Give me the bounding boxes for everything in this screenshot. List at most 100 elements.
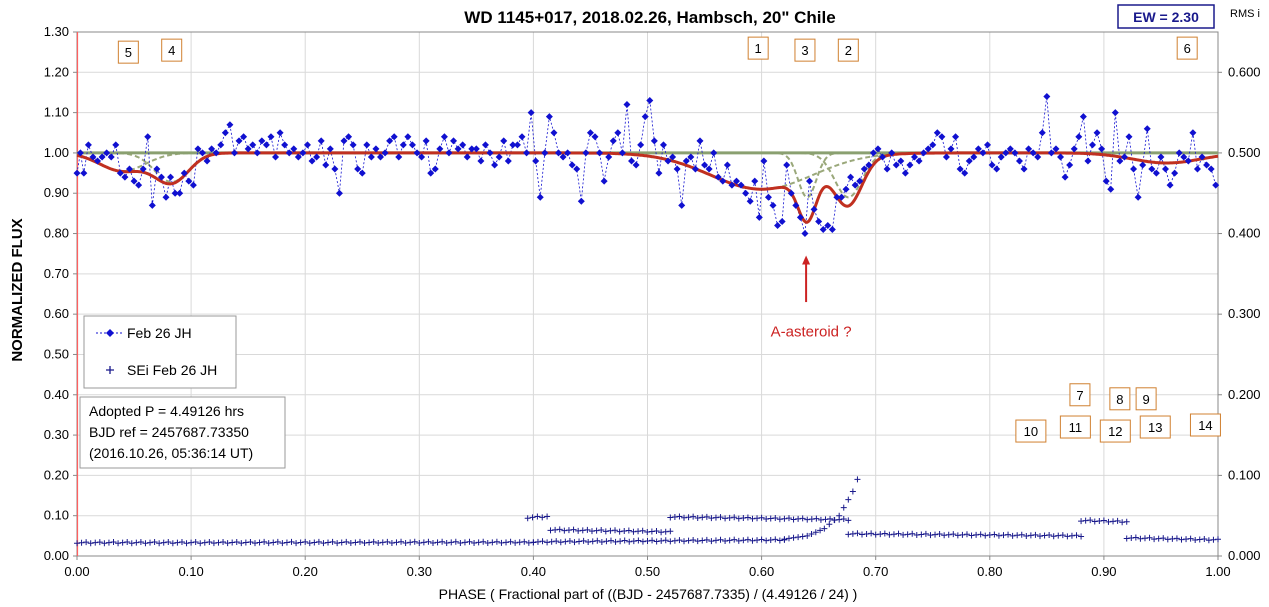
flux-point (495, 153, 503, 161)
sei-point (758, 536, 765, 543)
sei-point (918, 531, 925, 538)
sei-point (1055, 532, 1062, 539)
flux-point (865, 161, 873, 169)
flux-point (1061, 173, 1069, 181)
flux-point (906, 161, 914, 169)
sei-point (1078, 533, 1085, 540)
sei-point (831, 517, 838, 524)
sei-point (242, 539, 249, 546)
sei-point (183, 540, 190, 547)
flux-point (888, 149, 896, 157)
sei-point (402, 540, 409, 547)
info-line-date: (2016.10.26, 05:36:14 UT) (89, 445, 253, 461)
sei-point (667, 538, 674, 545)
flux-point (477, 157, 485, 165)
sei-point (233, 538, 240, 545)
flux-point (185, 177, 193, 185)
flux-point (573, 165, 581, 173)
sei-point (963, 531, 970, 538)
flux-point (1038, 129, 1046, 137)
flux-point (792, 201, 800, 209)
dip-label: 3 (794, 38, 816, 62)
flux-point (504, 157, 512, 165)
dip-label: 9 (1135, 387, 1157, 411)
flux-point (258, 137, 266, 145)
sei-point (352, 539, 359, 546)
flux-point (1116, 157, 1124, 165)
sei-point (694, 514, 701, 521)
flux-point (564, 149, 572, 157)
flux-series (73, 92, 1220, 238)
sei-point (1032, 531, 1039, 538)
flux-point (828, 226, 836, 234)
sei-point (854, 530, 861, 537)
flux-point (815, 217, 823, 225)
flux-point (1157, 153, 1165, 161)
sei-point (293, 540, 300, 547)
sei-point (767, 515, 774, 522)
sei-point (320, 540, 327, 547)
sei-point (124, 539, 131, 546)
flux-point (837, 193, 845, 201)
sei-point (621, 528, 628, 535)
flux-point (778, 217, 786, 225)
flux-point (1011, 149, 1019, 157)
flux-point (144, 133, 152, 141)
sei-point (570, 526, 577, 533)
sei-point (1132, 534, 1139, 541)
flux-point (358, 169, 366, 177)
flux-point (331, 165, 339, 173)
flux-point (723, 161, 731, 169)
sei-point (1059, 532, 1066, 539)
flux-point (230, 149, 238, 157)
sei-point (785, 515, 792, 522)
flux-point (673, 165, 681, 173)
sei-point (539, 514, 546, 521)
dip-label-text: 10 (1024, 424, 1038, 439)
flux-point (221, 129, 229, 137)
flux-point (408, 141, 416, 149)
sei-point (471, 539, 478, 546)
sei-point (735, 515, 742, 522)
flux-point (1175, 149, 1183, 157)
flux-point (696, 137, 704, 145)
flux-point (121, 173, 129, 181)
sei-point (565, 527, 572, 534)
sei-point (699, 514, 706, 521)
flux-point (386, 137, 394, 145)
flux-point (176, 189, 184, 197)
flux-point (577, 197, 585, 205)
sei-point (1087, 517, 1094, 524)
dip-label-text: 13 (1148, 420, 1162, 435)
sei-point (886, 531, 893, 538)
sei-point (772, 514, 779, 521)
sei-point (174, 539, 181, 546)
sei-point (283, 539, 290, 546)
sei-point (731, 514, 738, 521)
flux-point (810, 205, 818, 213)
flux-point (481, 141, 489, 149)
flux-point (427, 169, 435, 177)
flux-point (199, 149, 207, 157)
legend: Feb 26 JH SEi Feb 26 JH (83, 315, 237, 389)
flux-point (979, 149, 987, 157)
flux-point (1098, 145, 1106, 153)
flux-point (1075, 133, 1083, 141)
sei-point (658, 537, 665, 544)
sei-point (1196, 536, 1203, 543)
sei-point (612, 538, 619, 545)
dip-label: 10 (1015, 419, 1047, 443)
sei-point (758, 514, 765, 521)
sei-point (261, 538, 268, 545)
sei-point (334, 540, 341, 547)
sei-point (83, 539, 90, 546)
sei-point (229, 539, 236, 546)
sei-point (1178, 536, 1185, 543)
flux-point (1171, 169, 1179, 177)
flux-point (769, 201, 777, 209)
sei-point (411, 538, 418, 545)
x-axis-label: PHASE ( Fractional part of ((BJD - 24576… (439, 586, 858, 602)
sei-point (429, 539, 436, 546)
sei-point (247, 538, 254, 545)
sei-point (694, 538, 701, 545)
